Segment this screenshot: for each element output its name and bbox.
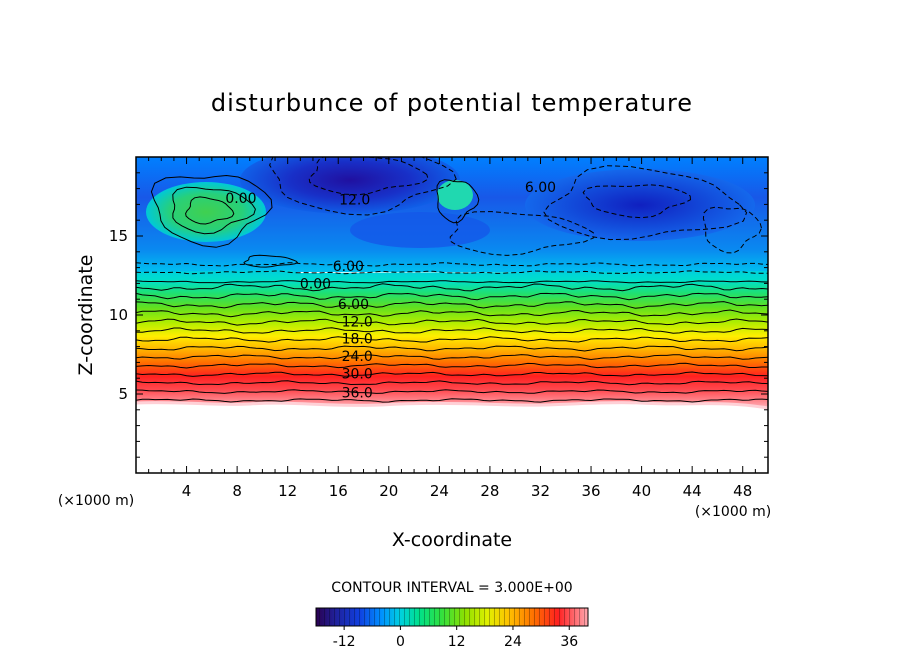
- contour-line: [136, 301, 768, 309]
- colorbar-tick-label: -12: [333, 634, 356, 650]
- contour-label: 18.0: [342, 332, 373, 348]
- x-tick-label: 16: [329, 482, 348, 500]
- contour-line: [136, 354, 768, 361]
- contour-label: 36.0: [342, 385, 373, 401]
- colorbar-tick-label: 24: [504, 634, 522, 650]
- contour-line: [136, 292, 768, 301]
- contour-label: 30.0: [342, 366, 373, 382]
- colorbar: -12 0 12 24 36: [315, 607, 589, 650]
- x-tick-label: 36: [581, 482, 600, 500]
- contour-line: [136, 371, 768, 377]
- x-axis-label: X-coordinate: [392, 529, 512, 551]
- contour-line: [582, 184, 692, 219]
- plot-area: [136, 157, 768, 473]
- contour-label: 6.00: [333, 259, 364, 275]
- x-tick-label: 28: [480, 482, 499, 500]
- contour-line: [136, 280, 768, 284]
- x-tick-label: 44: [683, 482, 702, 500]
- warm-anomaly: [146, 182, 266, 242]
- contour-line: [150, 174, 273, 248]
- y-axis-ticks: 5 10 15: [109, 172, 768, 458]
- contour-line: [136, 327, 768, 334]
- contour-line: [136, 362, 768, 369]
- chart-title: disturbunce of potential temperature: [211, 89, 693, 117]
- contour-line: [136, 398, 768, 403]
- x-tick-label: 8: [232, 482, 242, 500]
- y-tick-label: 10: [109, 306, 128, 324]
- colorbar-tick-label: 0: [396, 634, 405, 650]
- x-tick-label: 32: [531, 482, 550, 500]
- x-tick-label: 20: [379, 482, 398, 500]
- contour-line: [308, 157, 429, 196]
- x-axis-ticks: 4 8 12 16 20 24 28 32 36 40 44 48: [148, 157, 756, 500]
- contour-interval-text: CONTOUR INTERVAL = 3.000E+00: [331, 580, 572, 596]
- small-warm-anomaly: [437, 180, 473, 210]
- y-tick-label: 15: [109, 227, 128, 245]
- y-tick-label: 5: [118, 385, 128, 403]
- colorbar-tick-label: 36: [560, 634, 578, 650]
- cold-anomaly-right: [525, 169, 755, 241]
- contour-line: [436, 179, 480, 224]
- colorbar-tick-label: 12: [448, 634, 466, 650]
- contour-lines: [136, 157, 768, 403]
- x-tick-label: 40: [632, 482, 651, 500]
- x-tick-label: 4: [182, 482, 192, 500]
- contour-line: [172, 186, 256, 235]
- y-axis-label: Z-coordinate: [75, 255, 97, 376]
- contour-line: [269, 157, 457, 216]
- contour-line: [136, 309, 768, 318]
- x-left-unit-label: (×1000 m): [58, 493, 134, 509]
- contour-line: [243, 254, 299, 268]
- contour-label: 12.0: [342, 314, 373, 330]
- contour-label: 0.00: [300, 276, 331, 292]
- contour-labels: 36.030.024.018.012.06.000.006.0012.06.00…: [225, 180, 556, 401]
- colorbar-ticks: -12 0 12 24 36: [333, 626, 578, 650]
- contour-line: [449, 211, 595, 256]
- contour-line: [136, 345, 768, 352]
- contour-line: [185, 196, 235, 225]
- contour-line: [136, 380, 768, 386]
- stratified-layer-fill: [136, 270, 768, 408]
- contour-line: [702, 206, 763, 254]
- contour-label: 12.0: [339, 193, 370, 209]
- colorbar-bands: [316, 608, 588, 626]
- x-tick-label: 12: [278, 482, 297, 500]
- contour-label: 0.00: [225, 191, 256, 207]
- contour-line: [136, 270, 768, 275]
- contour-label: 24.0: [342, 349, 373, 365]
- contour-label: 6.00: [525, 180, 556, 196]
- contour-line: [136, 336, 768, 343]
- x-right-unit-label: (×1000 m): [695, 504, 771, 520]
- contour-line: [136, 389, 768, 394]
- cold-anomaly-mid: [350, 212, 490, 248]
- contour-label: 6.00: [338, 297, 369, 313]
- contour-line: [136, 283, 768, 292]
- contour-line: [543, 165, 748, 241]
- x-tick-label: 24: [430, 482, 449, 500]
- colorbar-frame: [315, 607, 589, 627]
- x-tick-label: 48: [733, 482, 752, 500]
- contour-line: [136, 262, 768, 267]
- contour-line: [136, 318, 768, 326]
- lower-edge-fade: [136, 401, 768, 410]
